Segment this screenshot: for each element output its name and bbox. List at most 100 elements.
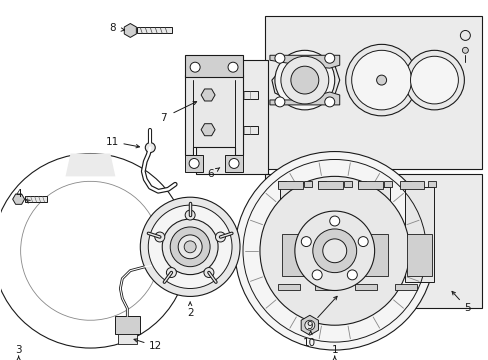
Circle shape bbox=[145, 143, 155, 153]
Bar bbox=[317, 181, 342, 189]
Circle shape bbox=[215, 232, 225, 242]
Text: 8: 8 bbox=[109, 23, 116, 33]
Polygon shape bbox=[359, 187, 389, 282]
Circle shape bbox=[312, 229, 356, 273]
Circle shape bbox=[459, 31, 469, 40]
Bar bbox=[383, 181, 391, 187]
Bar bbox=[277, 284, 299, 291]
Circle shape bbox=[155, 232, 164, 242]
Circle shape bbox=[190, 62, 200, 72]
Bar bbox=[354, 284, 376, 291]
Polygon shape bbox=[224, 154, 243, 172]
Circle shape bbox=[184, 241, 196, 253]
Polygon shape bbox=[269, 55, 339, 68]
Circle shape bbox=[376, 75, 386, 85]
Circle shape bbox=[324, 53, 334, 63]
Polygon shape bbox=[319, 187, 349, 282]
Text: 3: 3 bbox=[15, 345, 22, 355]
Bar bbox=[343, 181, 351, 187]
Circle shape bbox=[301, 237, 311, 247]
Circle shape bbox=[294, 211, 374, 291]
Polygon shape bbox=[404, 187, 433, 282]
Text: 4: 4 bbox=[15, 189, 22, 199]
Bar bbox=[281, 234, 307, 276]
Polygon shape bbox=[269, 92, 339, 105]
Circle shape bbox=[148, 205, 232, 288]
Bar bbox=[277, 181, 302, 189]
Polygon shape bbox=[185, 154, 203, 172]
Polygon shape bbox=[271, 55, 339, 103]
Circle shape bbox=[178, 235, 202, 259]
Circle shape bbox=[260, 176, 408, 325]
Bar bbox=[317, 181, 325, 187]
Text: 9: 9 bbox=[306, 321, 312, 331]
Circle shape bbox=[329, 216, 339, 226]
Circle shape bbox=[274, 50, 334, 110]
Bar bbox=[314, 284, 336, 291]
Bar bbox=[402, 181, 410, 187]
Circle shape bbox=[304, 320, 314, 330]
Circle shape bbox=[170, 227, 210, 267]
Bar bbox=[118, 334, 137, 344]
Circle shape bbox=[185, 210, 195, 220]
Circle shape bbox=[324, 97, 334, 107]
Circle shape bbox=[322, 239, 346, 263]
Polygon shape bbox=[65, 153, 115, 176]
Bar bbox=[264, 174, 481, 309]
Bar bbox=[357, 181, 365, 187]
Bar bbox=[357, 181, 382, 189]
Polygon shape bbox=[13, 194, 24, 204]
Polygon shape bbox=[178, 242, 188, 259]
Circle shape bbox=[274, 53, 285, 63]
Bar bbox=[210, 91, 258, 99]
Bar bbox=[196, 60, 267, 174]
Bar bbox=[399, 181, 424, 189]
Bar bbox=[303, 181, 311, 187]
Polygon shape bbox=[124, 23, 136, 37]
Circle shape bbox=[311, 270, 322, 280]
Circle shape bbox=[189, 158, 199, 168]
Circle shape bbox=[404, 50, 464, 110]
Bar bbox=[427, 181, 436, 187]
Text: 7: 7 bbox=[160, 113, 166, 123]
Circle shape bbox=[280, 56, 328, 104]
Polygon shape bbox=[185, 75, 243, 154]
Circle shape bbox=[345, 44, 417, 116]
Bar bbox=[361, 234, 387, 276]
Bar bbox=[24, 196, 46, 202]
Bar bbox=[264, 15, 481, 170]
Circle shape bbox=[462, 47, 468, 53]
Circle shape bbox=[351, 50, 411, 110]
Polygon shape bbox=[201, 89, 215, 101]
Bar bbox=[394, 284, 416, 291]
Polygon shape bbox=[279, 187, 309, 282]
Bar bbox=[185, 55, 243, 77]
Bar bbox=[277, 181, 285, 187]
Circle shape bbox=[358, 237, 367, 247]
Circle shape bbox=[162, 219, 218, 275]
Text: 11: 11 bbox=[105, 137, 119, 147]
Circle shape bbox=[140, 197, 240, 296]
Bar bbox=[406, 234, 431, 276]
Bar bbox=[321, 234, 347, 276]
Circle shape bbox=[410, 56, 457, 104]
Circle shape bbox=[346, 270, 357, 280]
Text: 12: 12 bbox=[148, 341, 162, 351]
Circle shape bbox=[227, 62, 238, 72]
Polygon shape bbox=[201, 124, 215, 136]
Polygon shape bbox=[301, 315, 318, 335]
Circle shape bbox=[235, 152, 433, 350]
Text: 1: 1 bbox=[331, 345, 337, 355]
Text: 2: 2 bbox=[186, 308, 193, 318]
Bar bbox=[210, 126, 258, 134]
Text: 10: 10 bbox=[303, 338, 316, 348]
Text: 5: 5 bbox=[463, 303, 470, 313]
Text: 6: 6 bbox=[206, 169, 213, 179]
Circle shape bbox=[166, 267, 176, 278]
Circle shape bbox=[203, 267, 213, 278]
Circle shape bbox=[228, 158, 239, 168]
Circle shape bbox=[274, 97, 285, 107]
Bar bbox=[115, 316, 140, 334]
Circle shape bbox=[290, 66, 318, 94]
Bar bbox=[137, 27, 172, 33]
